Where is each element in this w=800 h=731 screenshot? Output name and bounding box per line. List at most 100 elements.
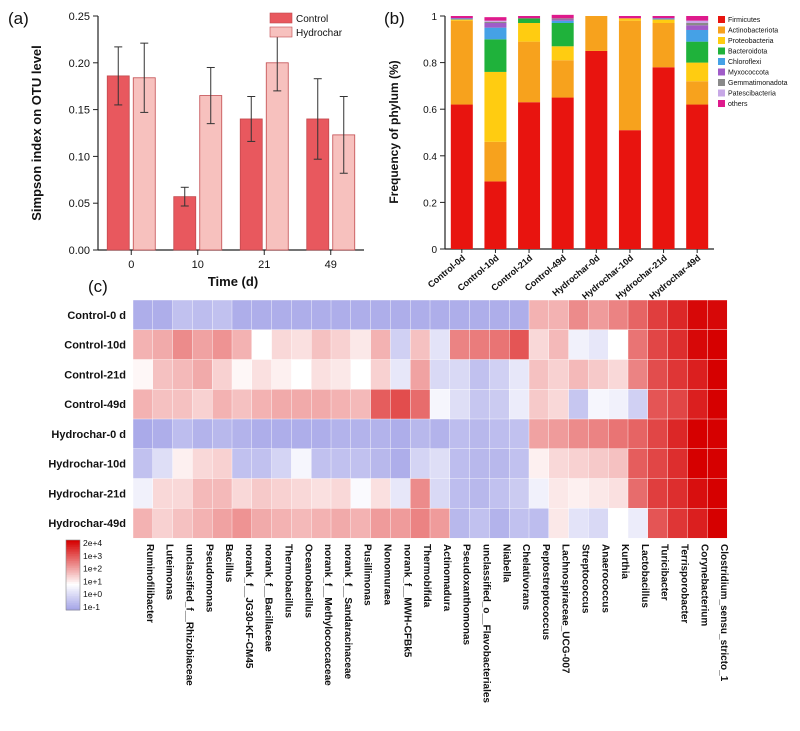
- legend-label: Proteobacteria: [728, 38, 774, 45]
- heatmap-cell: [251, 359, 273, 390]
- stack-segment-firmicutes: [652, 67, 675, 249]
- heatmap-cell: [687, 299, 708, 331]
- heatmap-cell: [231, 508, 253, 539]
- colorbar-segment: [66, 569, 80, 572]
- stack-segment-firmicutes: [618, 130, 641, 249]
- heatmap-cell: [509, 359, 530, 390]
- legend-label: Chloroflexi: [728, 59, 762, 66]
- colorbar-segment: [66, 543, 80, 546]
- heatmap-cell: [588, 478, 609, 509]
- heatmap-cell: [588, 448, 609, 479]
- heatmap-column-label: Pseudoxanthomonas: [461, 544, 472, 646]
- heatmap-cell: [251, 478, 273, 509]
- x-tick-label: 21: [258, 259, 270, 271]
- heatmap-cell: [410, 418, 431, 450]
- heatmap-column-label: Chelativorans: [520, 544, 531, 611]
- heatmap-column-label: Luteimonas: [164, 544, 175, 601]
- heatmap-cell: [192, 478, 213, 509]
- heatmap-cell: [390, 329, 411, 360]
- heatmap-cell: [172, 478, 193, 509]
- heatmap-cell: [311, 448, 332, 479]
- heatmap-cell: [211, 478, 233, 509]
- colorbar-segment: [66, 603, 80, 606]
- panel-a-y-label: Simpson index on OTU level: [29, 45, 44, 221]
- stack-segment-actinobacteriota: [618, 20, 641, 131]
- heatmap-cell: [489, 478, 510, 509]
- heatmap-cell: [489, 508, 510, 539]
- heatmap-cell: [588, 508, 609, 539]
- legend-label: Firmicutes: [728, 17, 761, 24]
- heatmap-cell: [509, 299, 530, 331]
- heatmap-cell: [667, 359, 688, 390]
- heatmap-column-label: Nonomuraea: [382, 544, 393, 606]
- heatmap-cell: [449, 329, 470, 360]
- heatmap-cell: [311, 359, 332, 390]
- heatmap-cell: [588, 299, 609, 331]
- y-tick-label: 0.20: [69, 58, 90, 70]
- heatmap-cell: [627, 299, 649, 331]
- heatmap-cell: [489, 359, 510, 390]
- heatmap-cell: [211, 389, 233, 420]
- heatmap-cell: [667, 299, 688, 331]
- legend-label: Bacteroidota: [728, 49, 767, 56]
- heatmap-cell: [251, 448, 273, 479]
- heatmap-cell: [271, 448, 292, 479]
- colorbar-segment: [66, 599, 80, 602]
- heatmap-column-label: norank_f__Bacillaceae: [263, 544, 274, 652]
- heatmap-cell: [152, 329, 174, 360]
- heatmap-cell: [311, 508, 332, 539]
- heatmap-cell: [390, 389, 411, 420]
- panel-b-stacked-bars: [450, 14, 709, 250]
- legend-swatch: [718, 37, 725, 44]
- colorbar-segment: [66, 592, 80, 595]
- heatmap-cell: [647, 448, 668, 479]
- heatmap-cell: [449, 508, 470, 539]
- heatmap-cell: [528, 359, 550, 390]
- heatmap-cell: [370, 478, 391, 509]
- heatmap-cell: [469, 359, 490, 390]
- heatmap-cell: [172, 448, 193, 479]
- heatmap-cell: [647, 508, 668, 539]
- heatmap-cell: [192, 299, 213, 331]
- heatmap-cell: [528, 478, 550, 509]
- colorbar-tick-label: 1e+2: [83, 564, 102, 574]
- heatmap-cell: [172, 508, 193, 539]
- heatmap-cell: [608, 508, 629, 539]
- heatmap-cell: [568, 478, 589, 509]
- y-tick-label: 0.05: [69, 198, 90, 210]
- heatmap-row-label: Hydrochar-21d: [48, 488, 126, 500]
- heatmap-column-label: Anaerococcus: [599, 544, 610, 613]
- heatmap-cell: [667, 329, 688, 360]
- legend-swatch: [718, 26, 725, 34]
- heatmap-column-label: Turicibacter: [659, 544, 670, 601]
- stack-segment-proteobacteria: [686, 62, 709, 82]
- heatmap-column-label: unclassified_f__Rhizobiaceae: [184, 544, 195, 686]
- heatmap-cell: [271, 359, 292, 390]
- heatmap-cell: [132, 418, 154, 450]
- heatmap-cell: [370, 389, 391, 420]
- panel-a-y-ticks: 0.00 0.05 0.10 0.15 0.20 0.25: [69, 11, 98, 257]
- heatmap-cell: [291, 478, 312, 509]
- legend-swatch-hydrochar: [269, 26, 293, 38]
- legend-label: Actinobacteriota: [728, 28, 778, 35]
- stack-segment-patescibacteria: [686, 20, 709, 23]
- heatmap-cell: [647, 418, 668, 450]
- heatmap-cell: [608, 478, 629, 509]
- legend-swatch: [718, 89, 725, 97]
- colorbar-segment: [66, 559, 80, 562]
- heatmap-cell: [548, 329, 569, 360]
- colorbar-segment: [66, 557, 80, 560]
- heatmap-cell: [251, 299, 273, 331]
- heatmap-cell: [172, 389, 193, 420]
- y-tick-label: 0.10: [69, 151, 90, 163]
- heatmap-cell: [707, 299, 728, 331]
- colorbar-segment: [66, 550, 80, 553]
- heatmap-cell: [568, 389, 589, 420]
- stack-segment-bacteroidota: [551, 22, 574, 47]
- heatmap-cell: [152, 508, 174, 539]
- heatmap-cell: [330, 418, 352, 450]
- colorbar-segment: [66, 545, 80, 548]
- colorbar-tick-label: 1e+1: [83, 576, 102, 586]
- colorbar-segment: [66, 580, 80, 583]
- heatmap-cell: [568, 418, 589, 450]
